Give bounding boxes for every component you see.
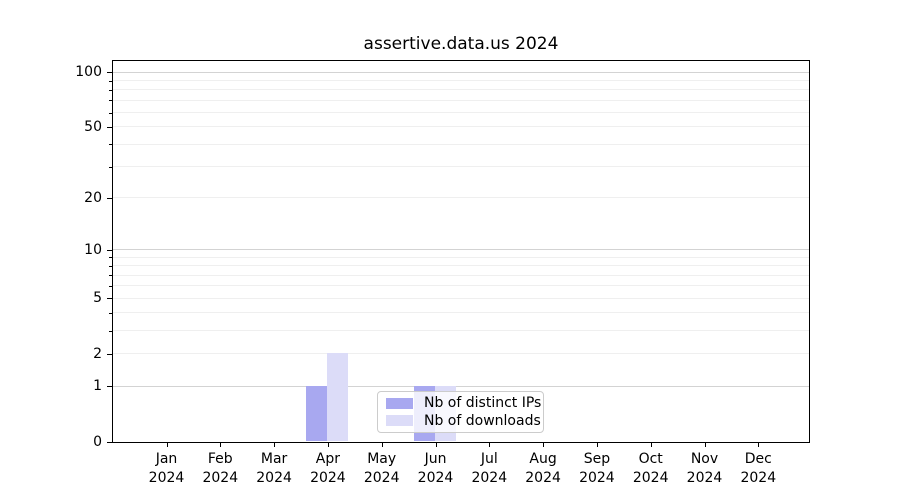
y-minor-tick bbox=[109, 312, 112, 314]
y-minor-tick bbox=[109, 257, 112, 259]
y-tick-label: 5 bbox=[93, 290, 102, 307]
y-minor-gridline bbox=[113, 265, 809, 267]
x-tick bbox=[220, 443, 222, 447]
chart-title: assertive.data.us 2024 bbox=[363, 34, 559, 54]
x-tick-label-may: May 2024 bbox=[363, 451, 400, 486]
y-minor-gridline bbox=[113, 330, 809, 332]
x-tick bbox=[758, 443, 760, 447]
y-tick-label: 100 bbox=[75, 64, 102, 81]
x-tick-label-feb: Feb 2024 bbox=[202, 451, 239, 486]
y-minor-gridline bbox=[113, 80, 809, 82]
legend-label-distinct-ips: Nb of distinct IPs bbox=[424, 395, 542, 412]
y-minor-gridline bbox=[113, 353, 809, 355]
y-minor-gridline bbox=[113, 99, 809, 101]
x-tick-label-oct: Oct 2024 bbox=[632, 451, 669, 486]
y-tick bbox=[107, 353, 112, 355]
x-tick-label-jun: Jun 2024 bbox=[417, 451, 454, 486]
y-minor-gridline bbox=[113, 89, 809, 91]
y-minor-gridline bbox=[113, 197, 809, 199]
y-minor-gridline bbox=[113, 312, 809, 314]
x-tick bbox=[435, 443, 437, 447]
legend-label-downloads: Nb of downloads bbox=[424, 412, 541, 429]
x-tick bbox=[274, 443, 276, 447]
y-tick bbox=[107, 386, 112, 388]
x-tick-label-jan: Jan 2024 bbox=[148, 451, 185, 486]
y-minor-gridline bbox=[113, 297, 809, 299]
y-minor-gridline bbox=[113, 126, 809, 128]
x-tick bbox=[489, 443, 491, 447]
y-minor-tick bbox=[109, 166, 112, 168]
x-tick bbox=[166, 443, 168, 447]
y-minor-gridline bbox=[113, 256, 809, 258]
y-minor-tick bbox=[109, 275, 112, 277]
y-minor-tick bbox=[109, 112, 112, 114]
y-tick-label: 1 bbox=[93, 378, 102, 395]
bar-apr-distinct-ips bbox=[306, 385, 328, 441]
y-minor-gridline bbox=[113, 285, 809, 287]
y-tick-label: 10 bbox=[84, 241, 102, 258]
y-major-gridline bbox=[113, 385, 809, 387]
y-tick bbox=[107, 197, 112, 199]
y-minor-gridline bbox=[113, 143, 809, 145]
x-tick-label-aug: Aug 2024 bbox=[525, 451, 561, 486]
y-tick bbox=[107, 441, 112, 443]
bar-apr-downloads bbox=[327, 353, 349, 441]
x-tick-label-nov: Nov 2024 bbox=[686, 451, 723, 486]
x-tick-label-jul: Jul 2024 bbox=[471, 451, 508, 486]
y-minor-tick bbox=[109, 144, 112, 146]
y-minor-tick bbox=[109, 80, 112, 82]
legend-swatch-downloads bbox=[386, 415, 413, 427]
y-minor-tick bbox=[109, 330, 112, 332]
y-minor-gridline bbox=[113, 166, 809, 168]
x-tick-label-apr: Apr 2024 bbox=[310, 451, 346, 486]
x-tick-label-sep: Sep 2024 bbox=[579, 451, 615, 486]
x-tick bbox=[704, 443, 706, 447]
x-tick bbox=[381, 443, 383, 447]
y-minor-tick bbox=[109, 285, 112, 287]
y-major-gridline bbox=[113, 249, 809, 251]
y-tick-label: 20 bbox=[84, 189, 102, 206]
y-minor-tick bbox=[109, 100, 112, 102]
y-minor-gridline bbox=[113, 274, 809, 276]
y-tick bbox=[107, 72, 112, 74]
legend-swatch-distinct-ips bbox=[386, 397, 413, 409]
y-minor-tick bbox=[109, 265, 112, 267]
x-tick-label-dec: Dec 2024 bbox=[740, 451, 777, 486]
x-tick bbox=[327, 443, 329, 447]
x-tick-label-mar: Mar 2024 bbox=[256, 451, 292, 486]
y-tick bbox=[107, 249, 112, 251]
y-tick-label: 2 bbox=[93, 345, 102, 362]
y-tick-label: 0 bbox=[93, 433, 102, 450]
y-tick bbox=[107, 126, 112, 128]
y-minor-tick bbox=[109, 89, 112, 91]
legend: Nb of distinct IPs Nb of downloads bbox=[377, 391, 544, 433]
legend-item-distinct-ips: Nb of distinct IPs bbox=[386, 395, 541, 412]
x-tick bbox=[543, 443, 545, 447]
y-tick-label: 50 bbox=[84, 118, 102, 135]
x-tick bbox=[650, 443, 652, 447]
y-minor-gridline bbox=[113, 112, 809, 114]
plot-area: Nb of distinct IPs Nb of downloads bbox=[112, 60, 810, 443]
x-tick bbox=[596, 443, 598, 447]
legend-item-downloads: Nb of downloads bbox=[386, 412, 541, 429]
y-tick bbox=[107, 298, 112, 300]
y-major-gridline bbox=[113, 71, 809, 73]
